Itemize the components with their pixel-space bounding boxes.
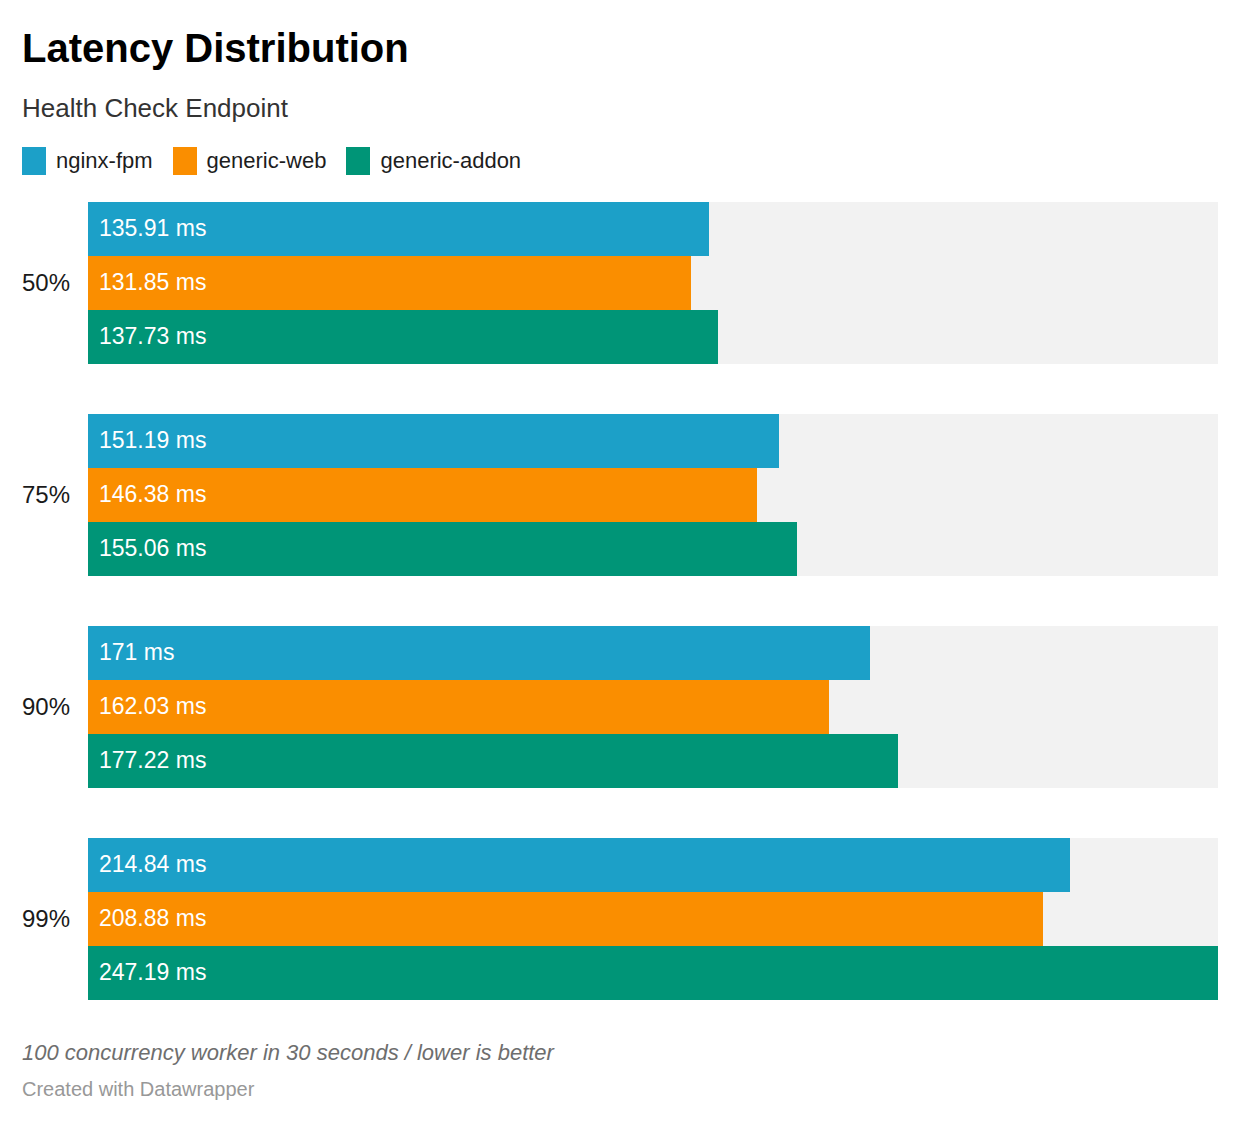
legend-item-nginx-fpm: nginx-fpm (22, 147, 153, 175)
legend: nginx-fpm generic-web generic-addon (22, 147, 1218, 175)
legend-swatch-nginx-fpm (22, 147, 46, 175)
bar-group: 50%135.91 ms 131.85 ms 137.73 ms (22, 202, 1218, 364)
bar-chart: 50%135.91 ms 131.85 ms 137.73 ms 75%151.19 … (22, 202, 1218, 1000)
legend-item-generic-addon: generic-addon (346, 147, 521, 175)
bar-value-label: 214.84 ms (88, 851, 206, 878)
bar-value-label: 135.91 ms (88, 215, 206, 242)
bar-value-label: 131.85 ms (88, 269, 206, 296)
legend-label-nginx-fpm: nginx-fpm (56, 147, 153, 175)
legend-label-generic-web: generic-web (207, 147, 327, 175)
bar-group: 90%171 ms 162.03 ms 177.22 ms (22, 626, 1218, 788)
category-label: 99% (22, 905, 88, 933)
bar-track: 214.84 ms 208.88 ms 247.19 ms (88, 838, 1218, 1000)
chart-container: Latency Distribution Health Check Endpoi… (0, 0, 1240, 1101)
chart-subtitle: Health Check Endpoint (22, 94, 1218, 124)
bar-value-label: 208.88 ms (88, 905, 206, 932)
bar-track: 135.91 ms 131.85 ms 137.73 ms (88, 202, 1218, 364)
legend-swatch-generic-web (173, 147, 197, 175)
legend-label-generic-addon: generic-addon (380, 147, 521, 175)
bar-generic-web: 131.85 ms (88, 256, 691, 310)
bar-generic-addon: 137.73 ms (88, 310, 718, 364)
bar-track: 151.19 ms 146.38 ms 155.06 ms (88, 414, 1218, 576)
datawrapper-attribution: Created with Datawrapper (22, 1077, 1218, 1101)
bar-value-label: 151.19 ms (88, 427, 206, 454)
bar-value-label: 155.06 ms (88, 535, 206, 562)
bar-nginx-fpm: 171 ms (88, 626, 870, 680)
bar-value-label: 247.19 ms (88, 959, 206, 986)
bar-value-label: 162.03 ms (88, 693, 206, 720)
bar-generic-web: 146.38 ms (88, 468, 757, 522)
bar-nginx-fpm: 135.91 ms (88, 202, 709, 256)
bar-nginx-fpm: 214.84 ms (88, 838, 1070, 892)
bar-generic-addon: 177.22 ms (88, 734, 898, 788)
bar-generic-addon: 155.06 ms (88, 522, 797, 576)
bar-value-label: 146.38 ms (88, 481, 206, 508)
bar-group: 75%151.19 ms 146.38 ms 155.06 ms (22, 414, 1218, 576)
category-label: 50% (22, 269, 88, 297)
bar-value-label: 171 ms (88, 639, 174, 666)
bar-generic-addon: 247.19 ms (88, 946, 1218, 1000)
legend-item-generic-web: generic-web (173, 147, 327, 175)
bar-value-label: 137.73 ms (88, 323, 206, 350)
chart-note: 100 concurrency worker in 30 seconds / l… (22, 1040, 1218, 1066)
chart-title: Latency Distribution (22, 26, 1218, 70)
bar-nginx-fpm: 151.19 ms (88, 414, 779, 468)
category-label: 90% (22, 693, 88, 721)
legend-swatch-generic-addon (346, 147, 370, 175)
bar-generic-web: 208.88 ms (88, 892, 1043, 946)
bar-generic-web: 162.03 ms (88, 680, 829, 734)
bar-value-label: 177.22 ms (88, 747, 206, 774)
bar-track: 171 ms 162.03 ms 177.22 ms (88, 626, 1218, 788)
bar-group: 99%214.84 ms 208.88 ms 247.19 ms (22, 838, 1218, 1000)
category-label: 75% (22, 481, 88, 509)
